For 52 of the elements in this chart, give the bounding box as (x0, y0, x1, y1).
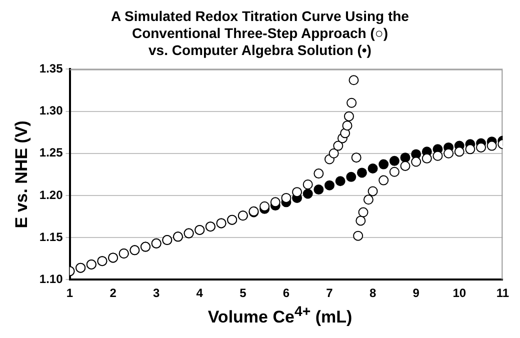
chart-title: A Simulated Redox Titration Curve Using the Conventional Three-Step Approach (○) vs. Computer Algebra Solution (•) (110, 8, 410, 59)
x-tick-label: 4 (196, 286, 204, 300)
y-tick-label: 1.25 (39, 146, 64, 160)
point (400, 152, 410, 163)
x-tick-label: 3 (152, 286, 160, 300)
x-tick-label: 1 (66, 286, 74, 300)
y-tick-label: 1.20 (39, 188, 64, 202)
point (346, 172, 356, 182)
x-tick-label: 2 (110, 286, 117, 300)
x-tick-label: 7 (326, 286, 334, 300)
point (328, 148, 339, 158)
point (344, 111, 354, 122)
point (378, 159, 389, 170)
y-tick-label: 1.35 (39, 62, 64, 76)
point (324, 180, 334, 190)
point (465, 144, 476, 154)
point (444, 148, 454, 158)
point (342, 120, 352, 131)
x-tick-label: 8 (369, 286, 376, 300)
point (335, 176, 346, 186)
x-tick-label: 9 (412, 286, 420, 300)
y-tick-label: 1.15 (39, 230, 64, 244)
point (314, 184, 324, 195)
point (389, 166, 400, 177)
point (378, 175, 389, 186)
point (260, 201, 270, 212)
x-tick-label: 6 (282, 286, 290, 300)
point (368, 186, 378, 196)
y-tick-label: 1.30 (39, 104, 64, 118)
y-tick-label: 1.10 (39, 272, 64, 286)
point (281, 192, 292, 203)
point (476, 142, 486, 152)
point (356, 168, 367, 178)
x-tick-label: 10 (452, 286, 466, 300)
point (486, 140, 497, 151)
x-axis-title: Volume Ce$^{4+}$ (mL) (206, 304, 354, 328)
x-tick-label: 5 (240, 286, 247, 300)
point (314, 168, 324, 179)
point (422, 153, 432, 164)
point (353, 230, 364, 241)
point (302, 188, 313, 199)
point (363, 194, 374, 205)
point (432, 150, 443, 161)
point (346, 98, 357, 108)
point (270, 197, 280, 208)
y-axis-title: E vs. NHE (V) (12, 120, 31, 228)
point (351, 152, 362, 163)
x-tick-label: 11 (496, 286, 510, 300)
point (454, 146, 464, 157)
point (368, 164, 378, 174)
point (292, 187, 302, 198)
point (389, 156, 400, 166)
